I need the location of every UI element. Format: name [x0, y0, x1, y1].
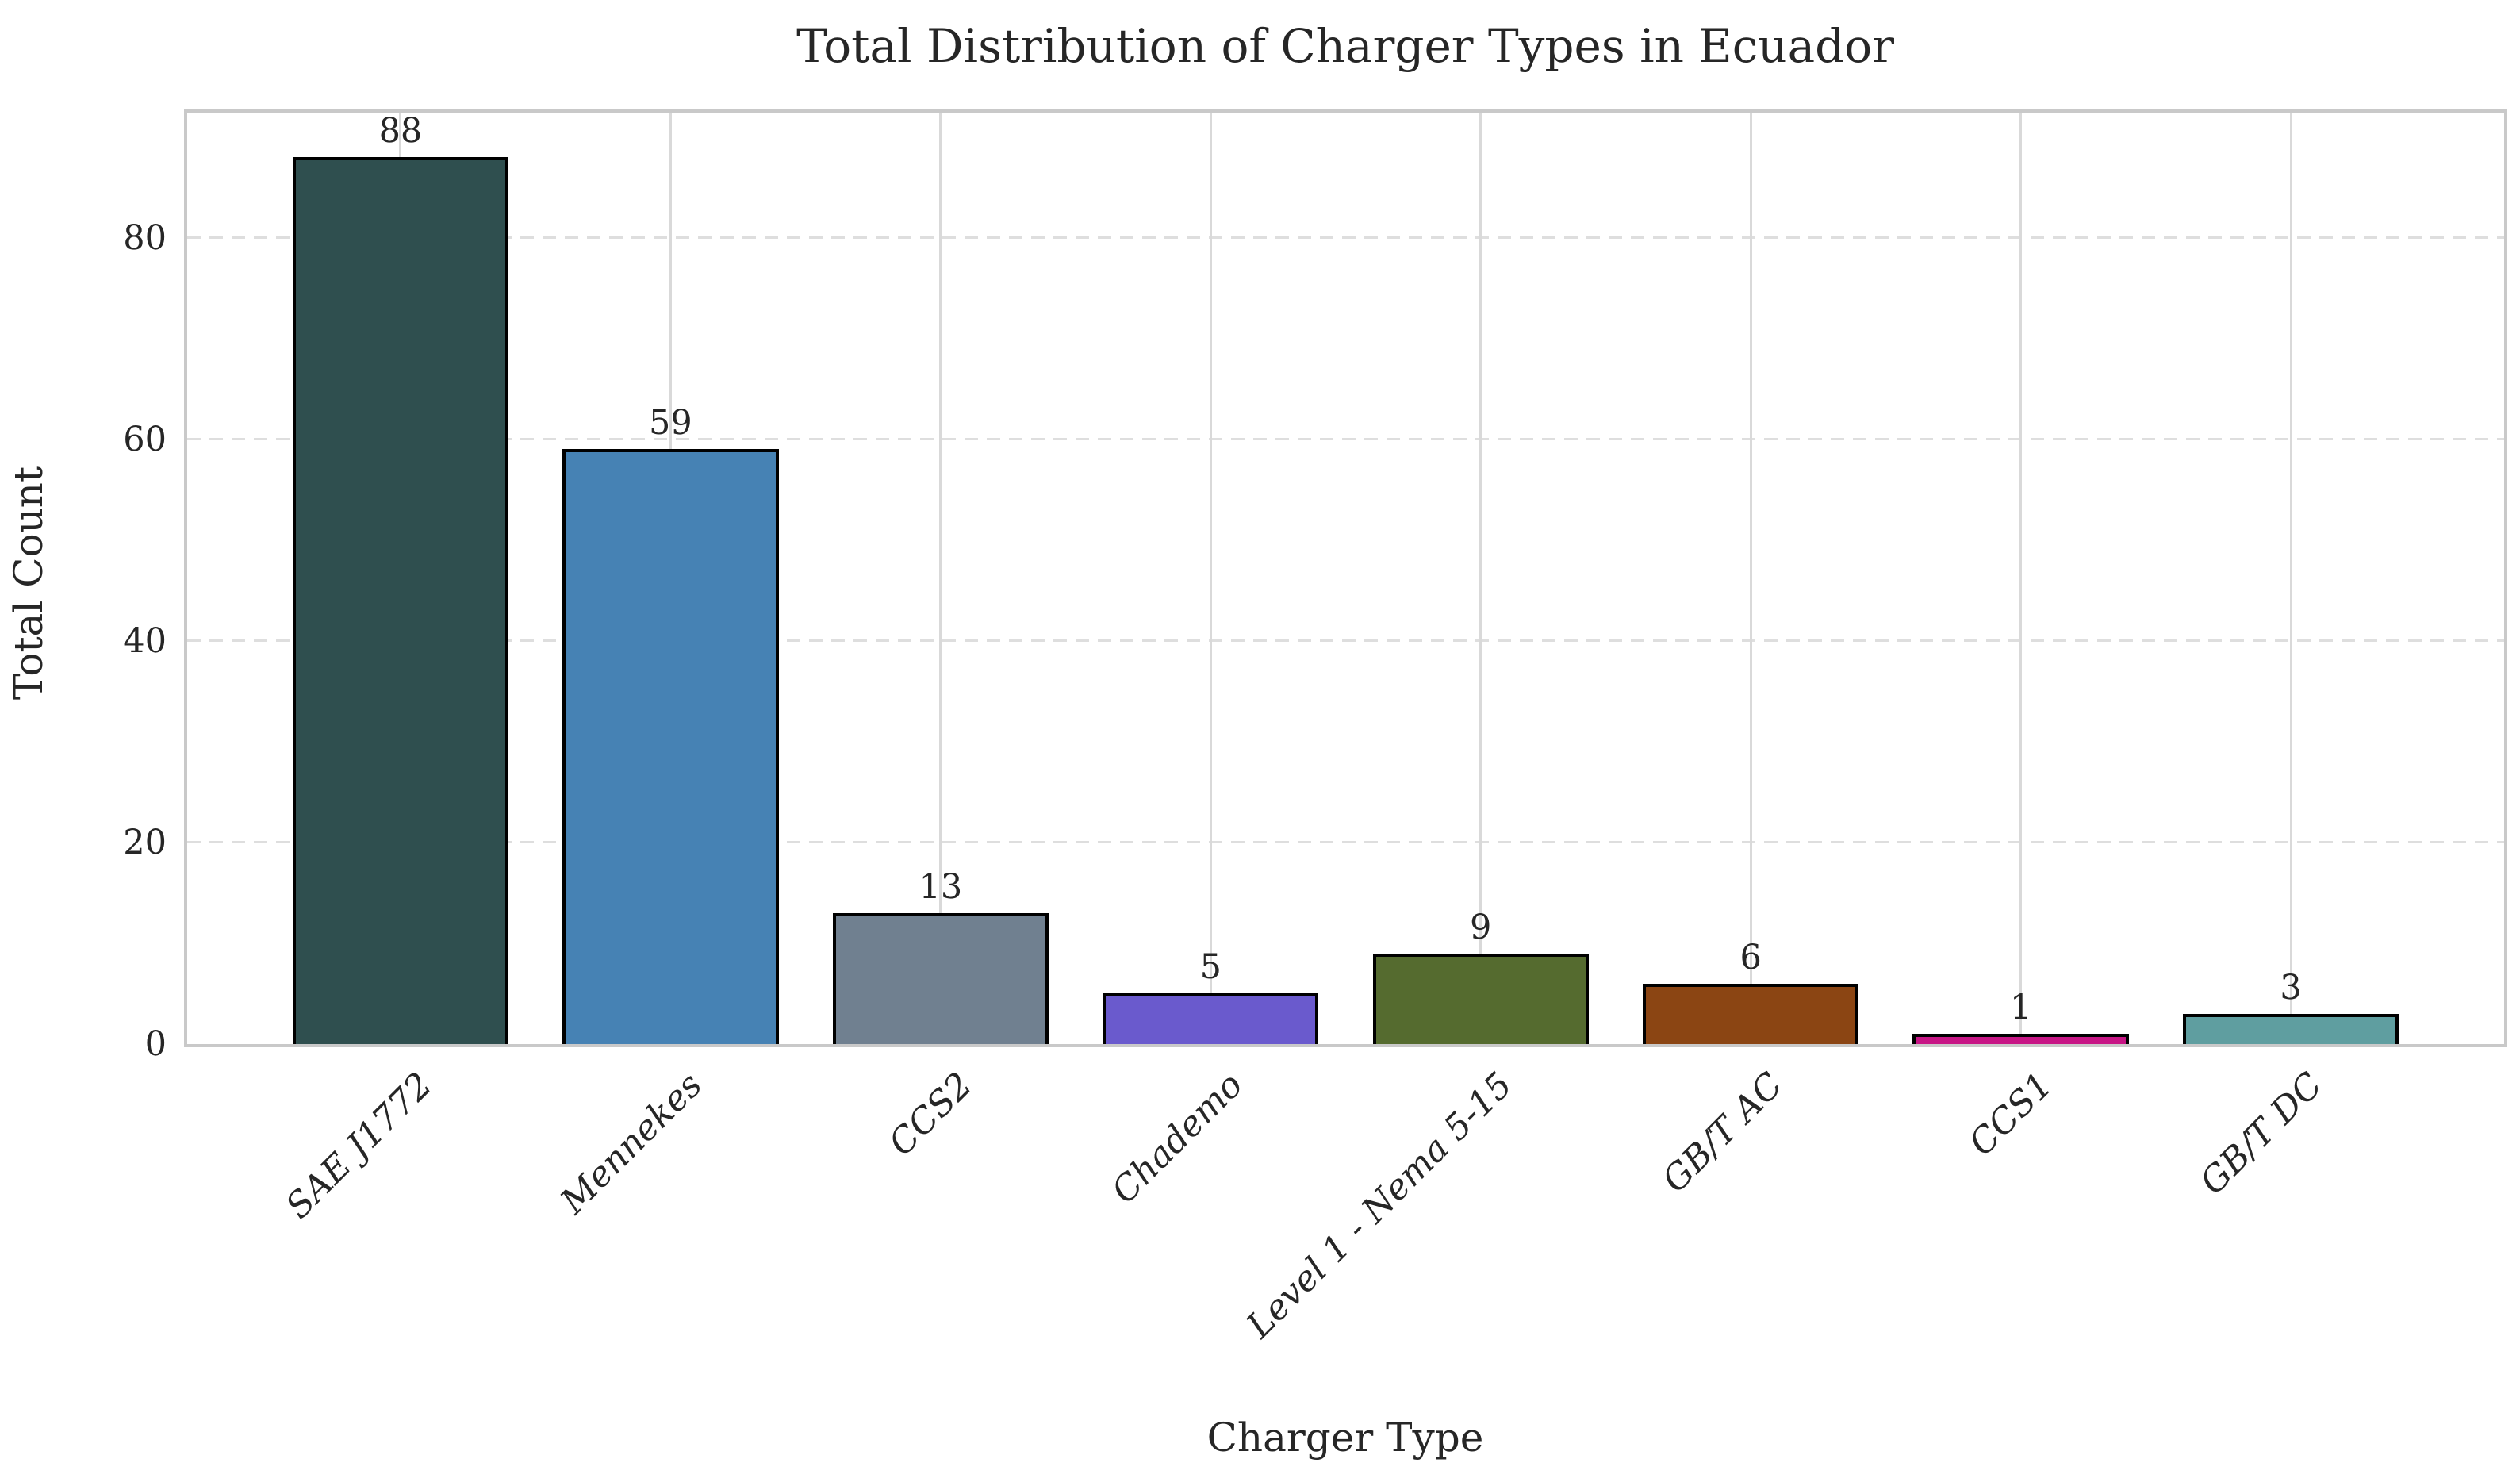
gridline-x-gb-t-ac	[1749, 113, 1752, 1044]
y-tick-label-0: 0	[144, 1024, 167, 1064]
gridline-y-60	[187, 438, 2504, 441]
gridline-x-ccs2	[939, 113, 942, 1044]
plot-area: 88 59 13 5 9 6 1 3	[184, 109, 2507, 1047]
gridline-x-level-1-nema-5-15	[1479, 113, 1482, 1044]
bar-value-label-level-1-nema-5-15: 9	[1470, 907, 1492, 947]
gridline-x-chademo	[1209, 113, 1212, 1044]
y-tick-label-20: 20	[123, 822, 167, 862]
y-tick-label-40: 40	[123, 620, 167, 661]
bar-chademo	[1103, 993, 1319, 1044]
bar-value-label-ccs1: 1	[2009, 988, 2032, 1028]
bar-gb-t-dc	[2182, 1013, 2399, 1044]
bar-value-label-chademo: 5	[1199, 947, 1222, 988]
gridline-x-ccs1	[2019, 113, 2023, 1044]
gridline-y-20	[187, 841, 2504, 844]
bar-value-label-mennekes: 59	[649, 403, 692, 443]
x-tick-label-chademo: Chademo	[1103, 1065, 1251, 1212]
x-tick-label-mennekes: Mennekes	[553, 1065, 711, 1223]
bar-gb-t-ac	[1642, 983, 1859, 1044]
y-tick-label-80: 80	[123, 217, 167, 258]
bar-value-label-ccs2: 13	[919, 866, 963, 907]
bar-ccs1	[1912, 1034, 2129, 1044]
bar-sae-j1772	[292, 156, 509, 1044]
bar-level-1-nema-5-15	[1372, 953, 1589, 1044]
bar-ccs2	[832, 912, 1049, 1044]
bar-mennekes	[562, 449, 779, 1044]
x-tick-label-gb-t-dc: GB/T DC	[2192, 1065, 2331, 1203]
y-tick-label-60: 60	[123, 419, 167, 459]
x-tick-label-ccs2: CCS2	[881, 1065, 980, 1164]
x-tick-label-sae-j1772: SAE J1772	[278, 1065, 441, 1227]
y-axis-title: Total Count	[6, 466, 52, 701]
x-axis-title: Charger Type	[1206, 1415, 1484, 1461]
bar-value-label-gb-t-ac: 6	[1739, 937, 1762, 977]
x-tick-label-gb-t-ac: GB/T AC	[1655, 1065, 1791, 1201]
x-tick-label-ccs1: CCS1	[1961, 1065, 2061, 1164]
bar-value-label-gb-t-dc: 3	[2280, 967, 2302, 1008]
x-tick-label-level-1-nema-5-15: Level 1 - Nema 5-15	[1239, 1065, 1521, 1346]
gridline-y-80	[187, 236, 2504, 240]
bar-value-label-sae-j1772: 88	[378, 110, 423, 151]
chart-title: Total Distribution of Charger Types in E…	[796, 19, 1894, 73]
gridline-y-40	[187, 639, 2504, 643]
gridline-x-gb-t-dc	[2289, 113, 2292, 1044]
